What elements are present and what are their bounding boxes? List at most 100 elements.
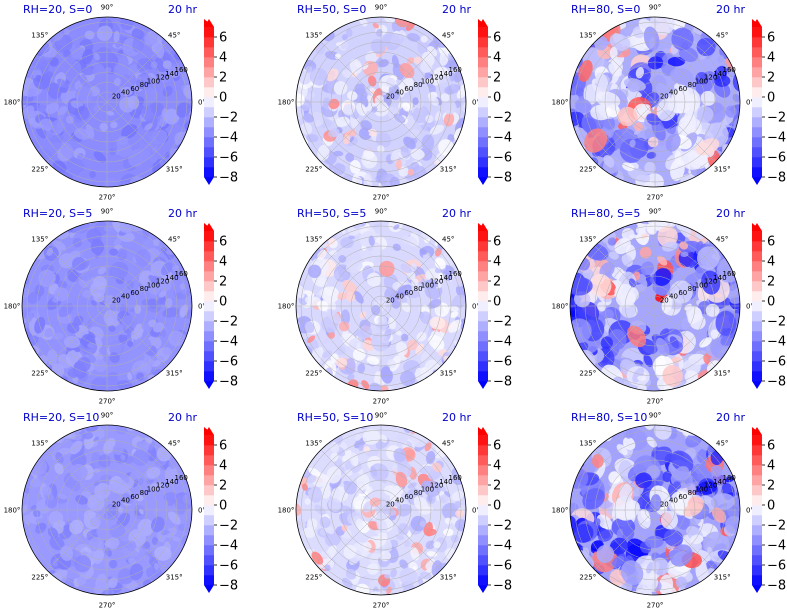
field-cell <box>135 249 151 266</box>
angle-tick-label: 315° <box>440 166 457 174</box>
radial-tick-label: 80 <box>414 285 423 293</box>
field-cell <box>407 168 415 176</box>
colorbar-band <box>752 157 762 168</box>
colorbar-band <box>752 455 762 466</box>
field-cell <box>306 475 317 484</box>
grid-spoke <box>654 41 716 103</box>
grid-spoke <box>594 509 656 571</box>
angle-tick-label: 270° <box>647 194 664 202</box>
field-cell <box>349 550 362 566</box>
colorbar-extend-top-tip <box>478 19 488 27</box>
colorbar-tick-label: −8 <box>767 375 786 390</box>
field-cell <box>151 129 168 145</box>
angle-tick-label: 180° <box>552 303 569 311</box>
colorbar-tick-label: −8 <box>767 171 786 186</box>
angle-tick-label: 225° <box>31 166 48 174</box>
field-cell <box>420 571 432 580</box>
colorbar-tick-label: 0 <box>493 499 501 514</box>
field-cell <box>112 552 125 563</box>
field-cell <box>584 128 608 153</box>
radial-tick-label: 160 <box>723 474 736 482</box>
field-cell <box>616 528 624 541</box>
panel-5: 90°45°0°315°270°225°180°135°20 40 60 801001… <box>278 207 513 406</box>
field-cell <box>388 316 396 330</box>
field-cell <box>326 466 342 484</box>
field-cell <box>419 311 433 325</box>
field-cell <box>333 81 348 95</box>
field-cell <box>51 119 66 134</box>
field-cell <box>384 574 391 579</box>
field-cell <box>116 380 133 390</box>
colorbar-tick-label: −2 <box>493 111 512 126</box>
colorbar-tick-label: −6 <box>767 559 786 574</box>
radial-tick-label: 20 <box>112 296 121 304</box>
field-cell <box>127 95 140 110</box>
field-cell <box>656 98 677 122</box>
colorbar-band <box>204 555 214 566</box>
field-cell <box>420 351 430 362</box>
colorbar-tick-label: 4 <box>767 255 775 270</box>
field-cell <box>640 508 651 522</box>
field-cell <box>54 463 64 475</box>
field-cell <box>111 479 128 495</box>
field-cell <box>78 105 85 111</box>
field-cell <box>138 477 144 486</box>
colorbar-band <box>478 575 488 586</box>
colorbar-band <box>752 465 762 476</box>
field-cell <box>92 65 106 78</box>
field-cell <box>113 30 120 43</box>
radial-tick-label: 20 <box>112 500 121 508</box>
field-cell <box>407 482 417 489</box>
radial-tick-label: 20 <box>660 296 669 304</box>
field-cell <box>356 473 370 491</box>
angle-tick-label: 315° <box>714 574 731 582</box>
field-cell <box>367 563 379 575</box>
angle-tick-label: 90° <box>375 412 387 420</box>
field-cell <box>116 136 129 145</box>
colorbar-band <box>204 575 214 586</box>
angle-tick-label: 225° <box>31 574 48 582</box>
field-cell <box>442 352 449 357</box>
field-cell <box>663 529 684 547</box>
field-cell <box>607 237 617 246</box>
colorbar-band <box>752 321 762 332</box>
field-cell <box>302 112 314 123</box>
colorbar-band <box>478 435 488 446</box>
field-cell <box>176 291 183 299</box>
colorbar-tick-label: 2 <box>493 479 501 494</box>
field-cell <box>323 338 330 344</box>
colorbar-band <box>478 565 488 576</box>
panel-9: 90°45°0°315°270°225°180°135°20 40 60 801001… <box>552 411 787 610</box>
field-cell <box>670 158 685 181</box>
field-cell <box>589 273 612 297</box>
field-cell <box>22 105 35 119</box>
field-cell <box>304 498 311 505</box>
radial-tick-label: 100 <box>695 281 708 289</box>
field-cell <box>353 291 364 304</box>
polar-field <box>22 17 192 187</box>
angle-tick-label: 135° <box>579 235 596 243</box>
field-cell <box>378 260 395 277</box>
field-cell <box>93 548 105 564</box>
field-cell <box>168 511 181 525</box>
colorbar-band <box>752 37 762 48</box>
field-cell <box>117 568 134 585</box>
field-cell <box>333 150 344 157</box>
colorbar-tick-label: 4 <box>767 459 775 474</box>
colorbar-band <box>752 341 762 352</box>
colorbar-tick-label: −8 <box>767 579 786 594</box>
field-cell <box>137 284 150 292</box>
field-cell <box>89 171 96 178</box>
radial-tick-label: 80 <box>688 285 697 293</box>
field-cell <box>152 322 164 333</box>
colorbar-band <box>204 87 214 98</box>
colorbar-band <box>478 555 488 566</box>
field-cell <box>362 130 370 136</box>
field-cell <box>620 560 644 586</box>
field-cell <box>90 300 98 307</box>
field-cell <box>296 502 302 516</box>
field-cell <box>155 44 165 59</box>
field-cell <box>644 161 656 175</box>
field-cell <box>45 102 59 114</box>
grid-spoke <box>380 41 442 103</box>
